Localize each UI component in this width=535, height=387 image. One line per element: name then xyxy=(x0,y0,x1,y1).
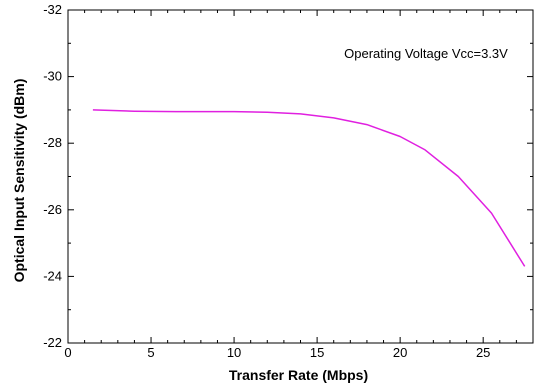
y-tick-label: -26 xyxy=(43,202,62,217)
y-tick-label: -28 xyxy=(43,135,62,150)
x-axis-ticks: 0 5 10 15 20 25 xyxy=(64,10,517,360)
y-tick-label: -22 xyxy=(43,335,62,350)
y-tick-label: -32 xyxy=(43,2,62,17)
x-tick-label: 25 xyxy=(476,345,490,360)
y-axis-ticks: -32 -30 -28 -26 -24 -22 xyxy=(43,2,533,350)
series-line xyxy=(92,109,526,267)
series-group xyxy=(92,109,526,267)
y-axis-title: Optical Input Sensitivity (dBm) xyxy=(11,79,27,283)
x-tick-label: 5 xyxy=(147,345,154,360)
x-tick-label: 20 xyxy=(393,345,407,360)
y-tick-label: -24 xyxy=(43,268,62,283)
x-tick-label: 10 xyxy=(227,345,241,360)
chart-annotation: Operating Voltage Vcc=3.3V xyxy=(344,46,508,61)
x-axis-title: Transfer Rate (Mbps) xyxy=(229,367,368,383)
x-tick-label: 15 xyxy=(310,345,324,360)
y-tick-label: -30 xyxy=(43,69,62,84)
x-tick-label: 0 xyxy=(64,345,71,360)
